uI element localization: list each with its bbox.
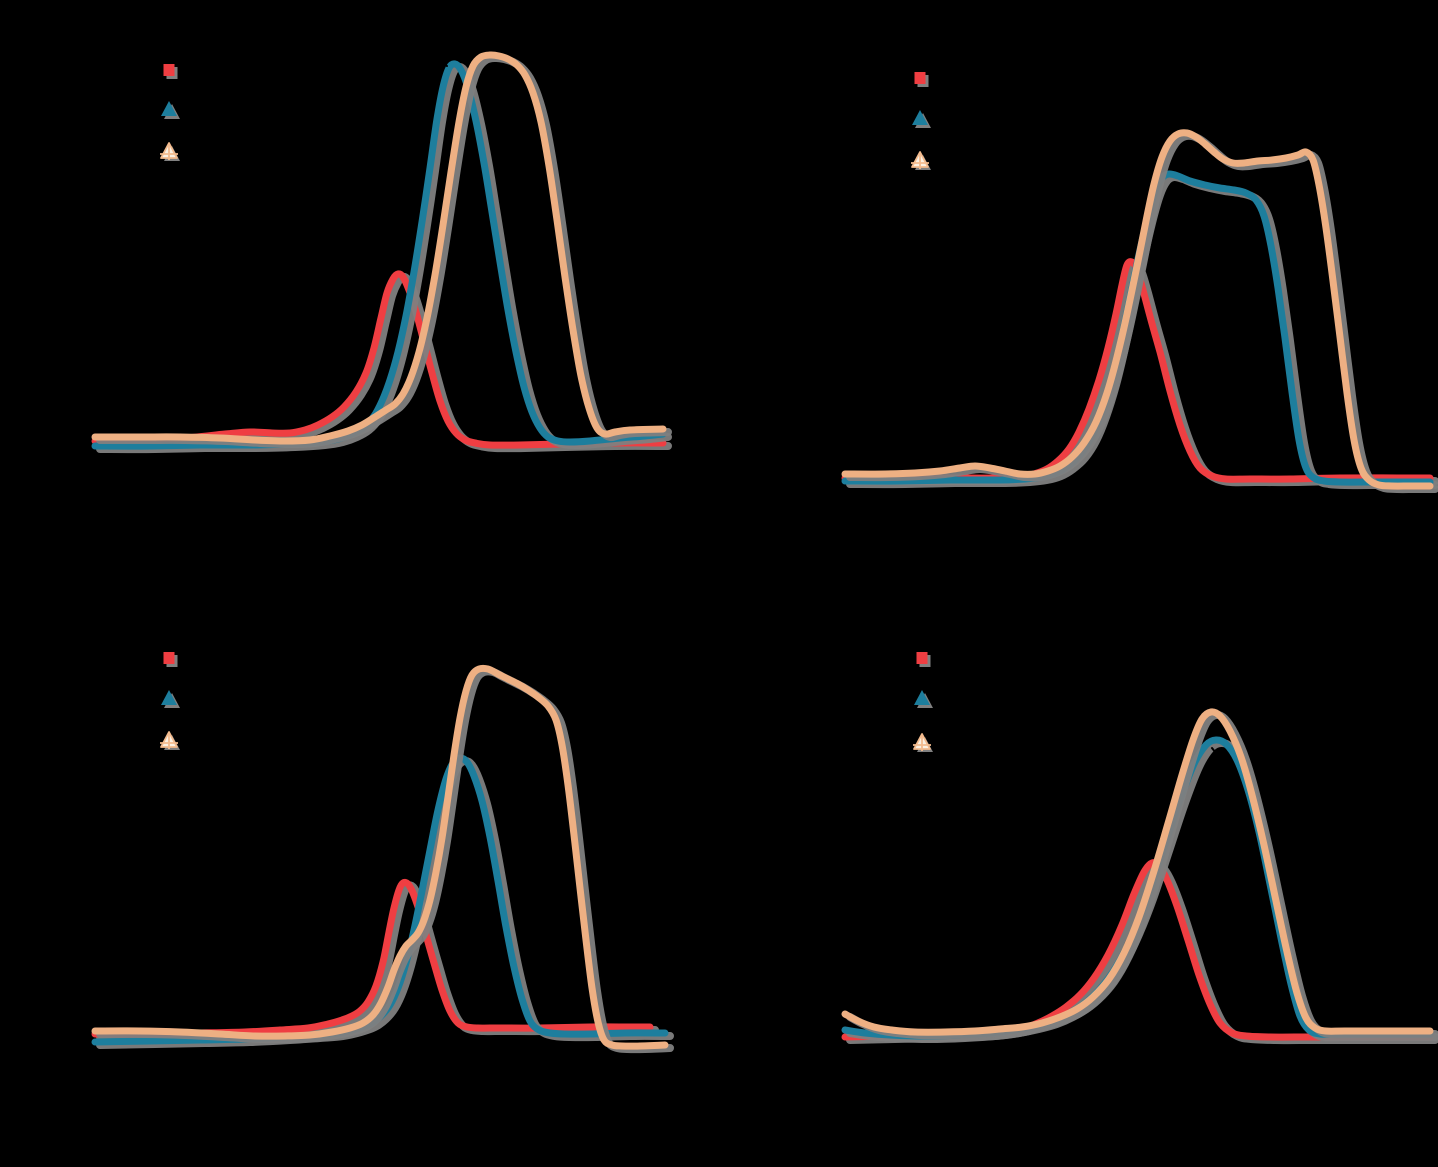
annotation-mark xyxy=(425,54,448,67)
legend-open-triangle-icon xyxy=(911,151,929,169)
legend-open-triangle-icon xyxy=(160,142,178,160)
panel-1 xyxy=(91,51,672,454)
series-tan-line xyxy=(91,51,667,445)
series-tan-shadow xyxy=(846,131,1438,494)
series-tan-line xyxy=(91,664,669,1050)
annotation-mark xyxy=(1101,230,1127,253)
series-red-shadow xyxy=(846,861,1438,1045)
annotation-mark xyxy=(365,845,393,875)
legend-triangle-icon xyxy=(912,110,928,125)
legend-square-icon xyxy=(916,652,928,664)
annotation-mark xyxy=(1211,747,1239,783)
legend-square-icon xyxy=(914,72,926,84)
legend-square-icon xyxy=(163,652,175,664)
legend-panel-4 xyxy=(913,652,933,752)
series-red-line xyxy=(841,859,1434,1041)
series-tan-shadow xyxy=(96,53,672,448)
legend-panel-3 xyxy=(160,652,180,750)
legend-triangle-icon xyxy=(161,101,177,116)
legend-triangle-icon xyxy=(161,690,177,705)
series-tan-line xyxy=(841,129,1434,490)
legend-panel-2 xyxy=(911,72,931,170)
annotation-mark xyxy=(1187,111,1213,130)
annotation-mark xyxy=(1115,839,1145,854)
legend-open-triangle-icon xyxy=(160,731,178,749)
annotation-mark xyxy=(365,241,389,267)
series-red-line xyxy=(91,270,667,449)
legend-panel-1 xyxy=(160,64,180,161)
annotation-mark xyxy=(961,449,979,462)
panel-3 xyxy=(91,652,674,1054)
series-red-line xyxy=(91,878,654,1038)
annotation-mark xyxy=(1187,649,1215,689)
panel-4 xyxy=(841,649,1438,1045)
series-tan-line xyxy=(841,708,1434,1036)
legend-open-triangle-icon xyxy=(913,733,931,751)
series-tan-shadow xyxy=(96,667,674,1054)
legend-triangle-icon xyxy=(914,690,930,705)
panel-2 xyxy=(841,72,1438,494)
legend-square-icon xyxy=(163,64,175,76)
